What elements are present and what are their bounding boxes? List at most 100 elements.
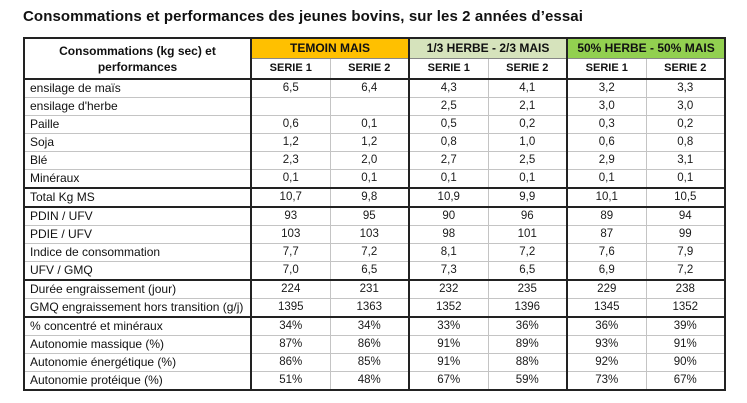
- performance-table: Consommations (kg sec) et performances T…: [23, 37, 727, 391]
- row-label: Total Kg MS: [24, 187, 252, 207]
- serie-header: SERIE 2: [329, 58, 409, 79]
- cell-value: 238: [645, 279, 726, 299]
- cell-value: 2,0: [329, 151, 409, 170]
- row-label: % concentré et minéraux: [24, 316, 252, 336]
- cell-value: 3,3: [645, 78, 726, 98]
- cell-value: 93: [251, 206, 330, 226]
- cell-value: 90%: [645, 353, 726, 372]
- cell-value: 36%: [566, 316, 647, 336]
- cell-value: 86%: [251, 353, 330, 372]
- cell-value: 93%: [566, 335, 647, 354]
- cell-value: 7,6: [566, 243, 647, 262]
- cell-value: 1396: [487, 298, 568, 317]
- cell-value: 88%: [487, 353, 568, 372]
- cell-value: [251, 97, 330, 116]
- cell-value: 7,3: [408, 261, 488, 280]
- table-row: Autonomie protéique (%) 51% 48% 67% 59% 73% 67…: [24, 371, 726, 390]
- cell-value: 0,1: [566, 169, 647, 188]
- group-header-row: Consommations (kg sec) et performances T…: [24, 38, 726, 79]
- cell-value: 8,1: [408, 243, 488, 262]
- table-row: % concentré et minéraux 34% 34% 33% 36% 36% 39…: [24, 316, 726, 336]
- row-label: Autonomie protéique (%): [24, 371, 252, 390]
- cell-value: 34%: [251, 316, 330, 336]
- group-header-moitie-herbe: 50% HERBE - 50% MAIS: [566, 38, 726, 59]
- cell-value: 235: [487, 279, 568, 299]
- page-title: Consommations et performances des jeunes…: [23, 8, 583, 25]
- cell-value: 86%: [329, 335, 409, 354]
- row-label: Autonomie énergétique (%): [24, 353, 252, 372]
- row-label: ensilage de maïs: [24, 78, 252, 98]
- cell-value: 2,5: [487, 151, 568, 170]
- cell-value: 4,3: [408, 78, 488, 98]
- table-row: Paille 0,6 0,1 0,5 0,2 0,3 0,2: [24, 115, 726, 134]
- cell-value: 2,1: [487, 97, 568, 116]
- cell-value: 1,0: [487, 133, 568, 152]
- cell-value: 2,9: [566, 151, 647, 170]
- cell-value: 7,2: [645, 261, 726, 280]
- cell-value: 7,2: [487, 243, 568, 262]
- cell-value: 89%: [487, 335, 568, 354]
- table-row: Autonomie énergétique (%) 86% 85% 91% 88% 92%…: [24, 353, 726, 372]
- table-row: Total Kg MS 10,7 9,8 10,9 9,9 10,1 10,5: [24, 187, 726, 207]
- cell-value: 232: [408, 279, 488, 299]
- row-label: Autonomie massique (%): [24, 335, 252, 354]
- cell-value: 2,7: [408, 151, 488, 170]
- cell-value: 4,1: [487, 78, 568, 98]
- cell-value: 1352: [645, 298, 726, 317]
- cell-value: 0,1: [645, 169, 726, 188]
- cell-value: 91%: [408, 335, 488, 354]
- cell-value: 92%: [566, 353, 647, 372]
- table-row: ensilage de maïs 6,5 6,4 4,3 4,1 3,2 3,3: [24, 78, 726, 98]
- cell-value: 67%: [645, 371, 726, 390]
- group-header-tiers-herbe: 1/3 HERBE - 2/3 MAIS: [407, 38, 568, 59]
- table-row: PDIN / UFV 93 95 90 96 89 94: [24, 206, 726, 226]
- cell-value: 3,1: [645, 151, 726, 170]
- cell-value: 39%: [645, 316, 726, 336]
- cell-value: 1,2: [329, 133, 409, 152]
- cell-value: 229: [566, 279, 647, 299]
- table-row: UFV / GMQ 7,0 6,5 7,3 6,5 6,9 7,2: [24, 261, 726, 280]
- cell-value: 6,9: [566, 261, 647, 280]
- row-label: PDIN / UFV: [24, 206, 252, 226]
- serie-header-row: SERIE 1 SERIE 2 SERIE 1 SERIE 2 SERIE 1 …: [24, 58, 726, 79]
- cell-value: 6,4: [329, 78, 409, 98]
- cell-value: 3,0: [645, 97, 726, 116]
- cell-value: 3,2: [566, 78, 647, 98]
- cell-value: 101: [487, 225, 568, 244]
- cell-value: 7,7: [251, 243, 330, 262]
- table-row: GMQ engraissement hors transition (g/j) 1…: [24, 298, 726, 317]
- cell-value: 0,1: [251, 169, 330, 188]
- cell-value: 96: [487, 206, 568, 226]
- serie-header: SERIE 1: [408, 58, 488, 79]
- row-label: Minéraux: [24, 169, 252, 188]
- cell-value: 0,3: [566, 115, 647, 134]
- row-label: PDIE / UFV: [24, 225, 252, 244]
- cell-value: 0,1: [329, 169, 409, 188]
- cell-value: 98: [408, 225, 488, 244]
- cell-value: 0,8: [408, 133, 488, 152]
- cell-value: 34%: [329, 316, 409, 336]
- cell-value: 99: [645, 225, 726, 244]
- cell-value: 103: [251, 225, 330, 244]
- cell-value: 10,7: [251, 187, 330, 207]
- cell-value: 91%: [408, 353, 488, 372]
- table-row: Durée engraissement (jour) 224 231 232 235 22…: [24, 279, 726, 299]
- cell-value: 7,9: [645, 243, 726, 262]
- row-label: Blé: [24, 151, 252, 170]
- cell-value: 1,2: [251, 133, 330, 152]
- row-label: Indice de consommation: [24, 243, 252, 262]
- cell-value: 67%: [408, 371, 488, 390]
- cell-value: 0,2: [645, 115, 726, 134]
- serie-header: SERIE 1: [566, 58, 647, 79]
- cell-value: 6,5: [329, 261, 409, 280]
- group-header-temoin-mais: TEMOIN MAIS: [251, 38, 409, 59]
- cell-value: 224: [251, 279, 330, 299]
- cell-value: 10,9: [408, 187, 488, 207]
- table-row: Soja 1,2 1,2 0,8 1,0 0,6 0,8: [24, 133, 726, 152]
- cell-value: 3,0: [566, 97, 647, 116]
- serie-header: SERIE 2: [487, 58, 568, 79]
- cell-value: 36%: [487, 316, 568, 336]
- table-row: Indice de consommation 7,7 7,2 8,1 7,2 7,6 7,9: [24, 243, 726, 262]
- cell-value: 0,1: [408, 169, 488, 188]
- cell-value: 94: [645, 206, 726, 226]
